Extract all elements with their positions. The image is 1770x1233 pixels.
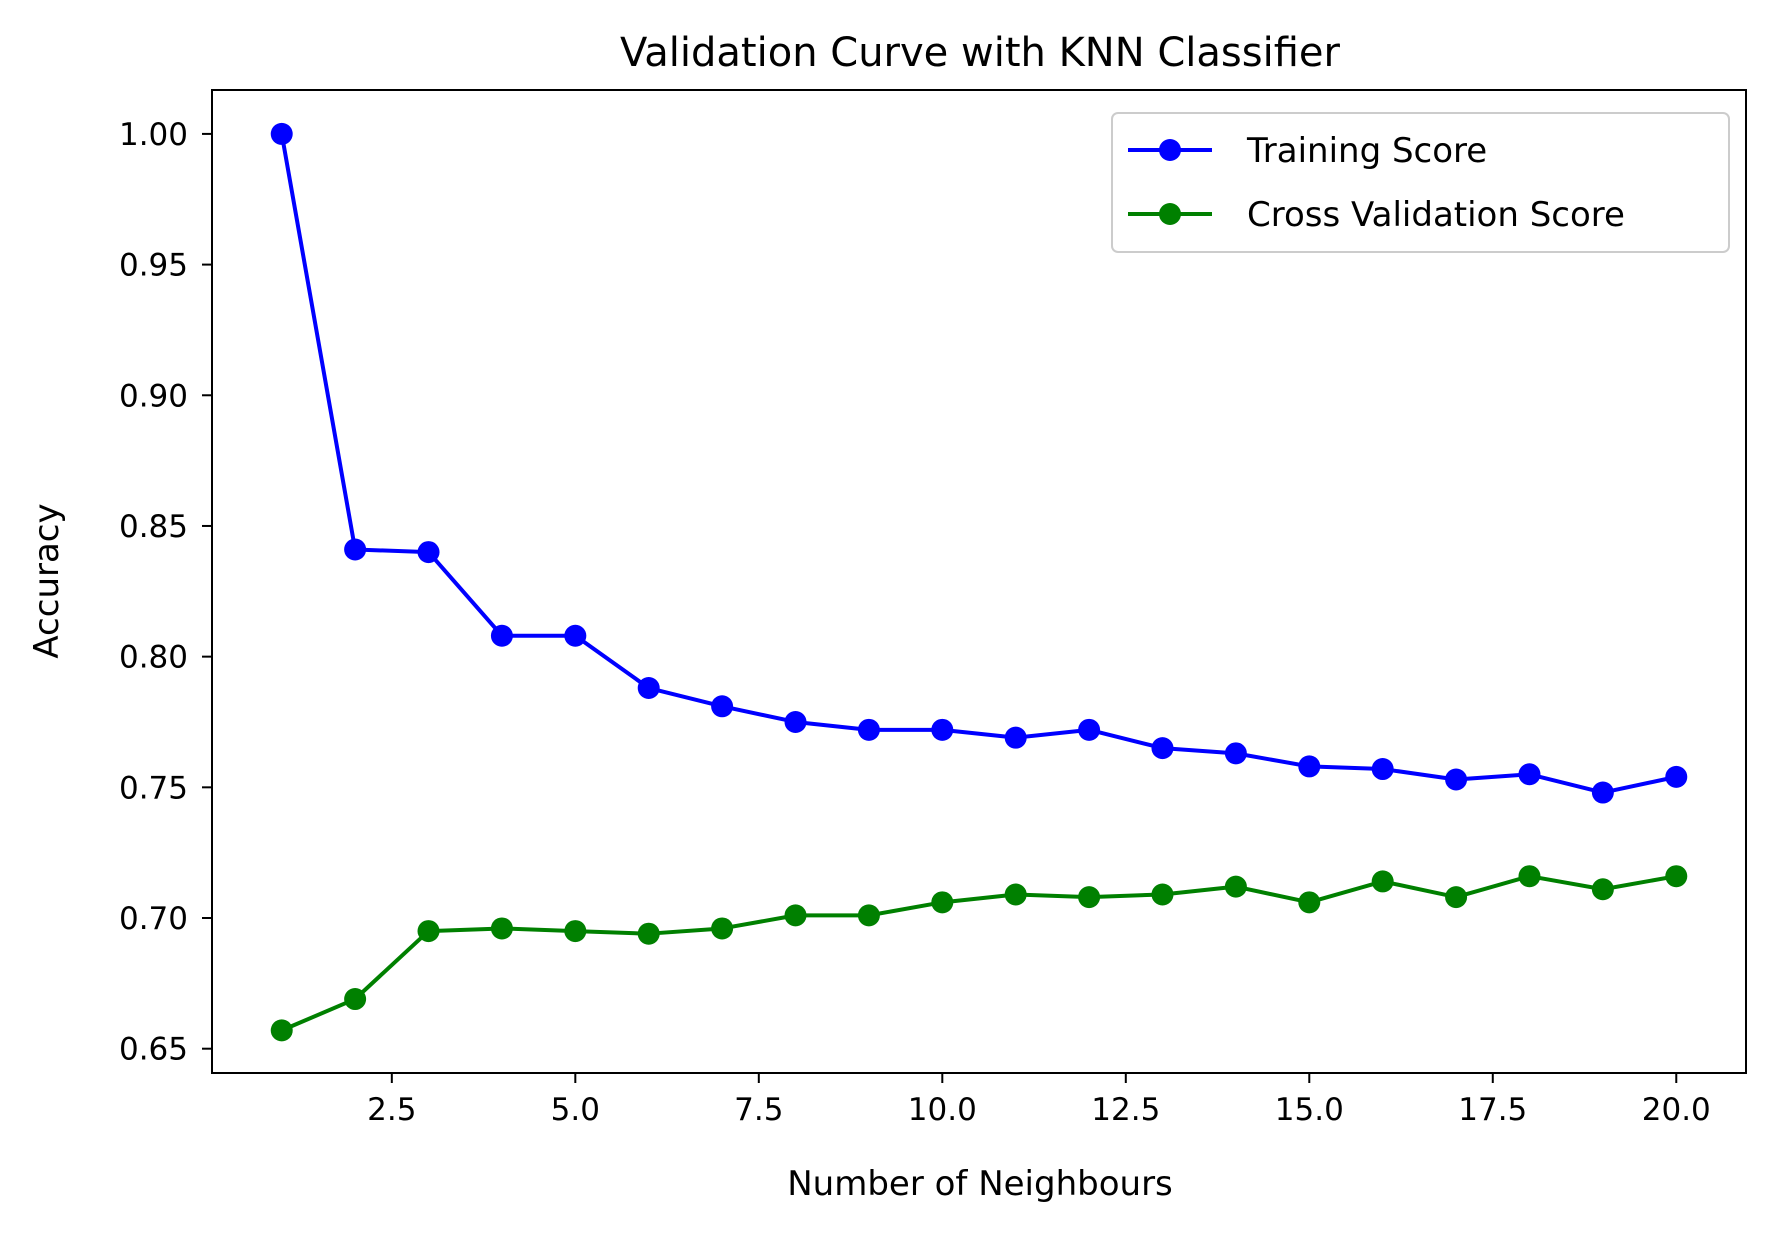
training-score-point <box>1078 718 1101 741</box>
cross-validation-score-point <box>270 1019 293 1042</box>
legend-box <box>1111 112 1730 253</box>
cross-validation-score-point <box>857 904 880 927</box>
training-score-point <box>1371 758 1394 781</box>
training-score-line <box>279 133 1677 795</box>
cross-validation-score-point <box>1004 883 1027 906</box>
cross-validation-score-point <box>1298 891 1321 914</box>
legend: Training Score Cross Validation Score <box>1111 112 1730 253</box>
training-score-point <box>1151 737 1174 760</box>
training-score-point <box>490 624 513 647</box>
plot-frame <box>211 89 1747 1074</box>
training-score-point <box>857 718 880 741</box>
y-tick-label: 0.75 <box>119 770 188 806</box>
training-score-point <box>1445 768 1468 791</box>
training-score-point <box>270 122 293 145</box>
cross-validation-score-point <box>564 920 587 943</box>
training-score-point <box>344 538 367 561</box>
cross-validation-score-point <box>490 917 513 940</box>
y-tick-label: 0.65 <box>119 1032 188 1068</box>
x-axis-label: Number of Neighbours <box>787 1164 1173 1204</box>
cross-validation-score-point <box>1151 883 1174 906</box>
chart-title: Validation Curve with KNN Classifier <box>620 30 1340 76</box>
legend-training-score-label: Training Score <box>1246 131 1487 171</box>
x-tick-label: 17.5 <box>1458 1092 1527 1128</box>
training-score-point <box>1591 781 1614 804</box>
cross-validation-score-point <box>1224 875 1247 898</box>
x-tick-label: 20.0 <box>1642 1092 1711 1128</box>
training-score-point <box>931 718 954 741</box>
x-tick-label: 12.5 <box>1091 1092 1160 1128</box>
x-tick-label: 2.5 <box>367 1092 416 1128</box>
x-axis: 2.5 5.0 7.5 10.0 12.5 15.0 17.5 20.0 <box>367 1073 1711 1128</box>
training-score-point <box>1665 765 1688 788</box>
training-score-point <box>1518 763 1541 786</box>
y-axis-label: Accuracy <box>27 503 67 658</box>
training-score-point <box>1004 726 1027 749</box>
cross-validation-score-point <box>1665 865 1688 888</box>
cross-validation-score-point <box>784 904 807 927</box>
cross-validation-score-line <box>280 874 1677 1033</box>
cross-validation-score-point <box>344 988 367 1011</box>
y-tick-label: 0.90 <box>119 378 188 414</box>
plot-area <box>270 122 1688 1042</box>
y-tick-label: 0.95 <box>119 248 188 284</box>
cross-validation-score-point <box>1371 870 1394 893</box>
legend-cross-validation-score-label: Cross Validation Score <box>1247 195 1625 235</box>
y-axis: 0.65 0.70 0.75 0.80 0.85 0.90 0.95 1.00 <box>119 117 212 1068</box>
cross-validation-score-point <box>1518 865 1541 888</box>
y-tick-label: 0.80 <box>119 640 188 676</box>
cross-validation-score-point <box>1591 878 1614 901</box>
x-tick-label: 10.0 <box>908 1092 977 1128</box>
x-tick-label: 7.5 <box>734 1092 783 1128</box>
training-score-point <box>637 677 660 700</box>
cross-validation-score-point <box>417 920 440 943</box>
y-tick-label: 1.00 <box>119 117 188 153</box>
training-score-point <box>1298 755 1321 778</box>
cross-validation-score-point <box>637 922 660 945</box>
training-score-point <box>417 541 440 564</box>
cross-validation-score-point <box>1445 886 1468 909</box>
legend-cross-validation-score-marker <box>1159 203 1181 225</box>
training-score-point <box>1224 742 1247 765</box>
cross-validation-score-point <box>1078 886 1101 909</box>
y-tick-label: 0.70 <box>119 901 188 937</box>
y-tick-label: 0.85 <box>119 509 188 545</box>
x-tick-label: 15.0 <box>1275 1092 1344 1128</box>
legend-training-score-marker <box>1159 139 1181 161</box>
training-score-point <box>784 710 807 733</box>
cross-validation-score-point <box>931 891 954 914</box>
cross-validation-score-point <box>711 917 734 940</box>
training-score-point <box>711 695 734 718</box>
training-score-point <box>564 624 587 647</box>
x-tick-label: 5.0 <box>551 1092 600 1128</box>
